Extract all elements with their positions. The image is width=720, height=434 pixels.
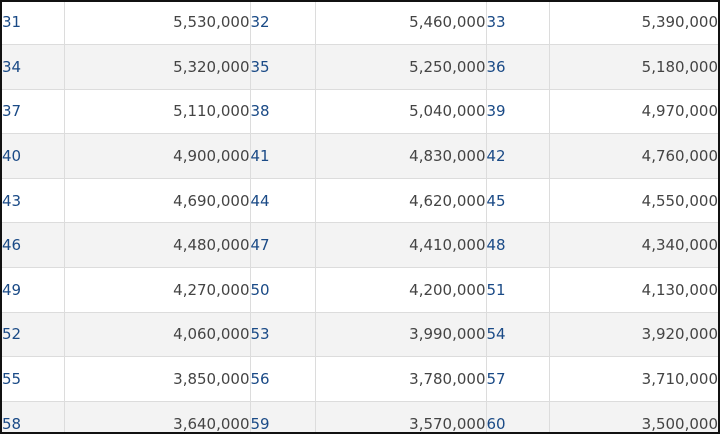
- row-number-link[interactable]: 51: [486, 267, 550, 313]
- row-number-link[interactable]: 31: [2, 2, 65, 46]
- row-value: 4,830,000: [315, 133, 487, 179]
- row-number-link[interactable]: 43: [2, 178, 65, 224]
- row-value: 5,110,000: [64, 89, 251, 135]
- table-row: 55 3,850,000 56 3,780,000 57 3,710,000: [2, 356, 718, 402]
- row-number-link[interactable]: 53: [250, 312, 316, 358]
- row-value: 3,710,000: [549, 356, 718, 402]
- table-row: 49 4,270,000 50 4,200,000 51 4,130,000: [2, 267, 718, 313]
- row-number-link[interactable]: 57: [486, 356, 550, 402]
- row-number-link[interactable]: 50: [250, 267, 316, 313]
- row-number-link[interactable]: 41: [250, 133, 316, 179]
- row-number-link[interactable]: 33: [486, 2, 550, 46]
- table-row: 37 5,110,000 38 5,040,000 39 4,970,000: [2, 89, 718, 135]
- row-number-link[interactable]: 42: [486, 133, 550, 179]
- table-row: 31 5,530,000 32 5,460,000 33 5,390,000: [2, 2, 718, 46]
- row-number-link[interactable]: 39: [486, 89, 550, 135]
- row-value: 3,500,000: [549, 401, 718, 432]
- row-number-link[interactable]: 34: [2, 44, 65, 90]
- row-number-link[interactable]: 56: [250, 356, 316, 402]
- row-value: 5,250,000: [315, 44, 487, 90]
- row-number-link[interactable]: 32: [250, 2, 316, 46]
- row-number-link[interactable]: 35: [250, 44, 316, 90]
- row-value: 4,970,000: [549, 89, 718, 135]
- row-number-link[interactable]: 45: [486, 178, 550, 224]
- row-number-link[interactable]: 55: [2, 356, 65, 402]
- row-number-link[interactable]: 44: [250, 178, 316, 224]
- row-number-link[interactable]: 54: [486, 312, 550, 358]
- row-value: 3,850,000: [64, 356, 251, 402]
- row-number-link[interactable]: 47: [250, 222, 316, 269]
- row-number-link[interactable]: 59: [250, 401, 316, 432]
- row-value: 4,760,000: [549, 133, 718, 179]
- row-value: 5,320,000: [64, 44, 251, 90]
- row-value: 4,060,000: [64, 312, 251, 358]
- row-value: 4,900,000: [64, 133, 251, 179]
- row-value: 4,550,000: [549, 178, 718, 224]
- row-value: 4,270,000: [64, 267, 251, 313]
- row-number-link[interactable]: 36: [486, 44, 550, 90]
- row-number-link[interactable]: 58: [2, 401, 65, 432]
- row-number-link[interactable]: 60: [486, 401, 550, 432]
- row-value: 5,460,000: [315, 2, 487, 46]
- row-number-link[interactable]: 46: [2, 222, 65, 269]
- table-row: 43 4,690,000 44 4,620,000 45 4,550,000: [2, 178, 718, 224]
- row-value: 4,690,000: [64, 178, 251, 224]
- row-value: 5,390,000: [549, 2, 718, 46]
- row-value: 5,530,000: [64, 2, 251, 46]
- row-value: 5,180,000: [549, 44, 718, 90]
- row-value: 4,620,000: [315, 178, 487, 224]
- row-value: 3,640,000: [64, 401, 251, 432]
- row-value: 5,040,000: [315, 89, 487, 135]
- row-value: 3,780,000: [315, 356, 487, 402]
- row-value: 3,570,000: [315, 401, 487, 432]
- table-row: 40 4,900,000 41 4,830,000 42 4,760,000: [2, 133, 718, 179]
- row-value: 3,920,000: [549, 312, 718, 358]
- row-number-link[interactable]: 49: [2, 267, 65, 313]
- row-value: 4,480,000: [64, 222, 251, 269]
- row-value: 4,200,000: [315, 267, 487, 313]
- row-number-link[interactable]: 38: [250, 89, 316, 135]
- table-row: 34 5,320,000 35 5,250,000 36 5,180,000: [2, 44, 718, 90]
- row-value: 3,990,000: [315, 312, 487, 358]
- row-number-link[interactable]: 52: [2, 312, 65, 358]
- row-number-link[interactable]: 37: [2, 89, 65, 135]
- row-number-link[interactable]: 40: [2, 133, 65, 179]
- row-value: 4,130,000: [549, 267, 718, 313]
- table-row: 52 4,060,000 53 3,990,000 54 3,920,000: [2, 312, 718, 358]
- row-value: 4,340,000: [549, 222, 718, 269]
- row-value: 4,410,000: [315, 222, 487, 269]
- table-row: 58 3,640,000 59 3,570,000 60 3,500,000: [2, 401, 718, 432]
- row-number-link[interactable]: 48: [486, 222, 550, 269]
- table-row: 46 4,480,000 47 4,410,000 48 4,340,000: [2, 222, 718, 269]
